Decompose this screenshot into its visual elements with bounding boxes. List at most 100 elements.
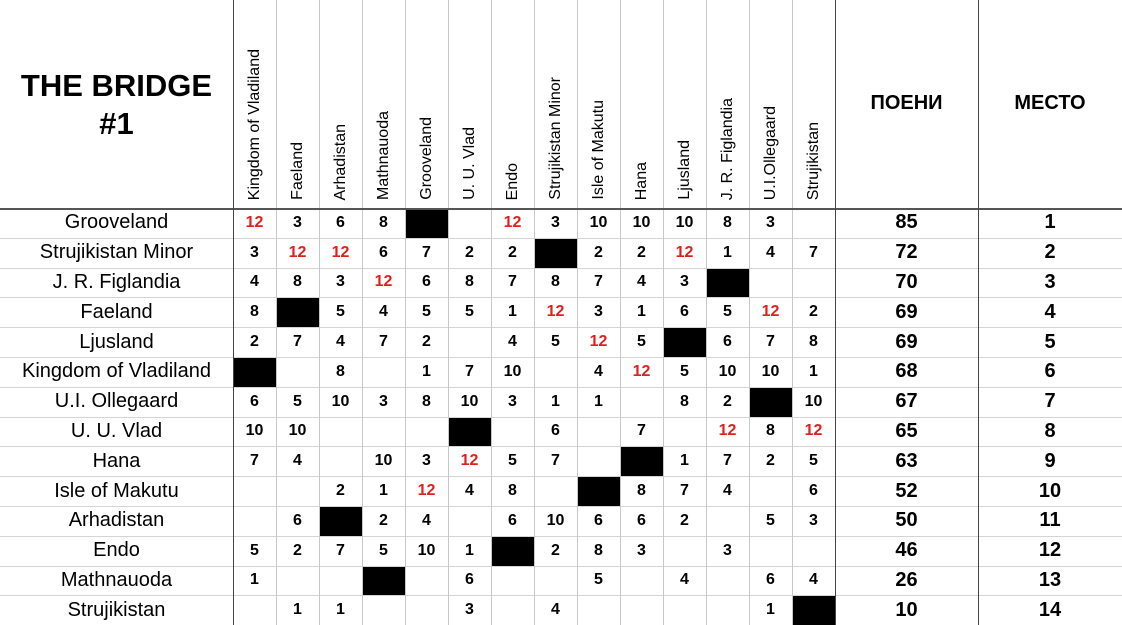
score: 8 xyxy=(766,422,775,440)
score: 3 xyxy=(508,392,517,410)
score: 6 xyxy=(379,243,388,261)
score: 5 xyxy=(250,541,259,559)
place: 3 xyxy=(1044,270,1056,293)
country-name: Kingdom of Vladiland xyxy=(21,360,211,383)
score: 1 xyxy=(766,601,775,619)
score: 5 xyxy=(766,511,775,529)
points: 46 xyxy=(895,539,918,562)
section-rule xyxy=(835,0,836,625)
score: 1 xyxy=(551,392,560,410)
score: 7 xyxy=(508,273,517,291)
score: 10 xyxy=(288,422,307,440)
score: 12 xyxy=(632,362,651,380)
score: 8 xyxy=(465,273,474,291)
score: 5 xyxy=(594,571,603,589)
score: 7 xyxy=(422,243,431,261)
score: 2 xyxy=(723,392,732,410)
score: 10 xyxy=(589,213,608,231)
self-cell xyxy=(578,477,620,506)
score: 1 xyxy=(594,392,603,410)
score: 2 xyxy=(422,333,431,351)
score: 2 xyxy=(465,243,474,261)
score: 1 xyxy=(680,452,689,470)
score: 6 xyxy=(336,213,345,231)
column-line xyxy=(276,0,277,625)
score: 6 xyxy=(723,333,732,351)
column-header-box: U.I.Ollegaard xyxy=(749,0,792,200)
country-name: Strujikistan Minor xyxy=(39,241,194,264)
column-line xyxy=(792,0,793,625)
score: 4 xyxy=(465,482,474,500)
country-name: Faeland xyxy=(80,300,153,323)
score: 6 xyxy=(293,511,302,529)
score: 3 xyxy=(465,601,474,619)
score: 8 xyxy=(250,303,259,321)
row-line xyxy=(0,506,1122,507)
score: 3 xyxy=(723,541,732,559)
score: 2 xyxy=(551,541,560,559)
country-name: Hana xyxy=(92,449,141,472)
score: 10 xyxy=(460,392,479,410)
points: 26 xyxy=(895,568,918,591)
score: 3 xyxy=(336,273,345,291)
score: 5 xyxy=(551,333,560,351)
place-header: МЕСТО xyxy=(1014,91,1086,114)
score: 5 xyxy=(465,303,474,321)
self-cell xyxy=(707,268,749,298)
score: 7 xyxy=(551,452,560,470)
column-header-box: J. R. Figlandia xyxy=(706,0,749,200)
points: 50 xyxy=(895,509,918,532)
points-header: ПОЕНИ xyxy=(870,91,943,114)
score: 5 xyxy=(723,303,732,321)
column-header-box: Endo xyxy=(491,0,534,200)
score: 2 xyxy=(508,243,517,261)
score: 10 xyxy=(245,422,264,440)
score: 1 xyxy=(723,243,732,261)
points: 70 xyxy=(895,270,918,293)
score: 8 xyxy=(336,362,345,380)
country-name: Endo xyxy=(93,539,140,562)
score: 4 xyxy=(809,571,818,589)
self-cell xyxy=(621,447,663,477)
column-line xyxy=(405,0,406,625)
self-cell xyxy=(320,507,362,536)
row-line xyxy=(0,386,1122,388)
score: 4 xyxy=(723,482,732,500)
score: 4 xyxy=(637,273,646,291)
place: 14 xyxy=(1038,598,1062,621)
self-cell xyxy=(234,358,276,387)
score: 8 xyxy=(422,392,431,410)
score: 2 xyxy=(379,511,388,529)
country-name: Arhadistan xyxy=(68,509,165,532)
column-line xyxy=(319,0,320,625)
score: 3 xyxy=(379,392,388,410)
score: 10 xyxy=(331,392,350,410)
column-header-box: Grooveland xyxy=(405,0,448,200)
row-line xyxy=(0,327,1122,329)
score: 12 xyxy=(675,243,694,261)
score: 3 xyxy=(809,511,818,529)
row-line xyxy=(0,565,1122,567)
row-line xyxy=(0,267,1122,269)
column-header-box: Strujikistan Minor xyxy=(534,0,577,200)
score: 7 xyxy=(465,362,474,380)
score: 4 xyxy=(336,333,345,351)
score: 2 xyxy=(336,482,345,500)
points: 69 xyxy=(895,300,918,323)
country-name: Grooveland xyxy=(64,211,169,234)
column-line xyxy=(663,0,664,625)
score: 4 xyxy=(379,303,388,321)
score: 10 xyxy=(761,362,780,380)
score: 12 xyxy=(460,452,479,470)
score: 8 xyxy=(680,392,689,410)
score: 7 xyxy=(336,541,345,559)
row-line xyxy=(0,446,1122,448)
column-header: Faeland xyxy=(288,142,306,200)
country-name: J. R. Figlandia xyxy=(52,270,181,293)
score: 10 xyxy=(675,213,694,231)
column-line xyxy=(620,0,621,625)
self-cell xyxy=(277,298,319,328)
score: 6 xyxy=(680,303,689,321)
column-header-box: Mathnauoda xyxy=(362,0,405,200)
